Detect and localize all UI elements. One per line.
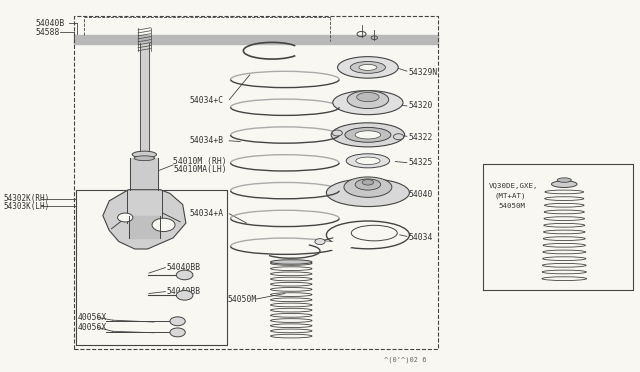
Text: 54302K(RH): 54302K(RH): [4, 195, 50, 203]
Ellipse shape: [331, 123, 404, 147]
Ellipse shape: [326, 179, 410, 206]
Text: 54040BB: 54040BB: [167, 287, 201, 296]
Ellipse shape: [347, 91, 388, 109]
Circle shape: [332, 130, 342, 136]
Ellipse shape: [362, 180, 374, 185]
Ellipse shape: [271, 260, 312, 264]
Text: 54050M: 54050M: [499, 203, 526, 209]
Ellipse shape: [344, 177, 392, 197]
FancyArrowPatch shape: [111, 217, 126, 229]
Text: ^(0'^)02 6: ^(0'^)02 6: [384, 356, 426, 363]
Ellipse shape: [355, 179, 381, 190]
Circle shape: [176, 291, 193, 300]
Polygon shape: [103, 190, 186, 249]
Ellipse shape: [552, 181, 577, 187]
Circle shape: [315, 238, 325, 244]
Ellipse shape: [356, 157, 380, 164]
Ellipse shape: [134, 156, 155, 161]
Circle shape: [152, 218, 175, 232]
Text: 54588: 54588: [36, 28, 60, 37]
Circle shape: [118, 213, 133, 222]
Text: 54303K(LH): 54303K(LH): [4, 202, 50, 211]
Wedge shape: [327, 235, 368, 254]
Ellipse shape: [346, 154, 390, 168]
Text: 54329N: 54329N: [408, 68, 437, 77]
Ellipse shape: [337, 57, 398, 78]
Text: 54320: 54320: [408, 102, 433, 110]
Ellipse shape: [333, 90, 403, 115]
Text: 54040BB: 54040BB: [167, 263, 201, 272]
Ellipse shape: [350, 61, 385, 73]
Circle shape: [176, 270, 193, 280]
Text: 54040: 54040: [408, 190, 433, 199]
Circle shape: [170, 317, 185, 326]
Ellipse shape: [355, 131, 381, 139]
Text: VQ30DE,GXE,: VQ30DE,GXE,: [489, 183, 539, 189]
Text: 40056X: 40056X: [77, 323, 107, 332]
Ellipse shape: [345, 128, 391, 142]
Ellipse shape: [557, 178, 572, 182]
Ellipse shape: [356, 92, 379, 102]
Text: 54034+C: 54034+C: [189, 96, 223, 105]
Text: 54034+B: 54034+B: [189, 136, 223, 145]
Text: 54050M: 54050M: [227, 295, 257, 304]
Circle shape: [394, 134, 404, 140]
Text: 54040B: 54040B: [36, 19, 65, 28]
Ellipse shape: [359, 64, 377, 70]
Text: 54034+A: 54034+A: [189, 209, 223, 218]
Text: 40056X: 40056X: [77, 313, 107, 322]
FancyArrowPatch shape: [163, 213, 180, 222]
Text: 54322: 54322: [408, 132, 433, 142]
Text: 54034: 54034: [408, 232, 433, 242]
Circle shape: [170, 328, 185, 337]
Text: 54325: 54325: [408, 158, 433, 167]
Ellipse shape: [132, 151, 157, 158]
Text: (MT+AT): (MT+AT): [494, 192, 526, 199]
Text: 54010MA(LH): 54010MA(LH): [173, 165, 227, 174]
Text: 54010M (RH): 54010M (RH): [173, 157, 227, 166]
